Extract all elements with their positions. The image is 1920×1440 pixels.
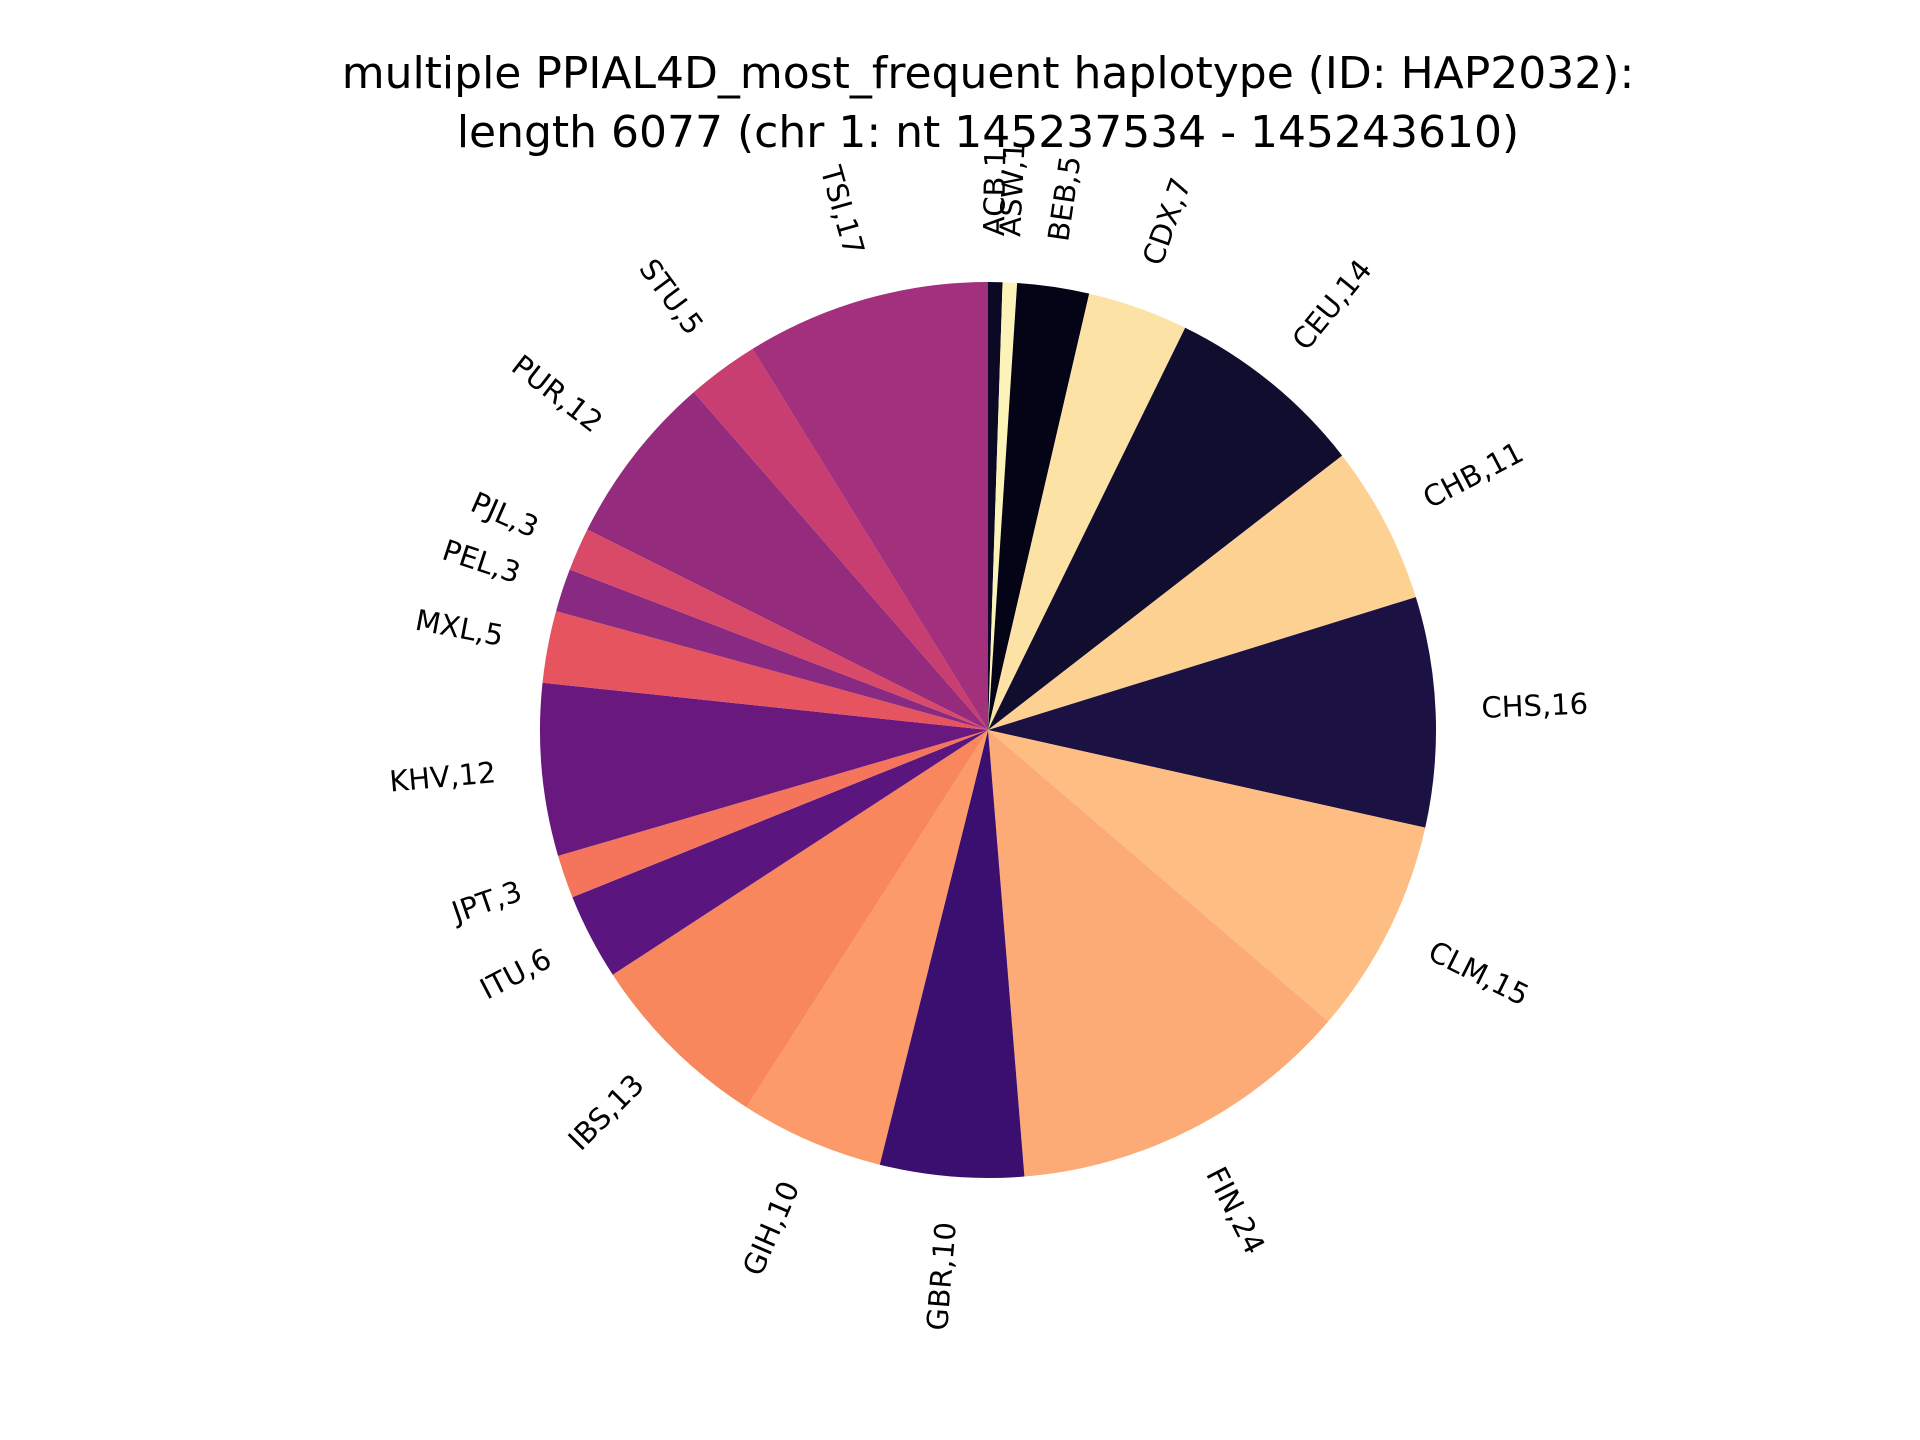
slice-label-gbr: GBR,10 xyxy=(920,1221,963,1332)
pie-slice-ceu xyxy=(988,327,1343,730)
pie-slice-stu xyxy=(693,348,988,730)
slice-label-pur: PUR,12 xyxy=(505,348,609,439)
slice-label-itu: ITU,6 xyxy=(474,941,556,1006)
pie-slice-cdx xyxy=(988,293,1186,730)
slice-label-khv: KHV,12 xyxy=(388,755,497,798)
pie-slice-pel xyxy=(556,569,988,730)
pie-slice-jpt xyxy=(558,730,988,898)
slice-label-chb: CHB,11 xyxy=(1417,435,1529,515)
slice-label-pel: PEL,3 xyxy=(438,533,524,590)
pie-slice-tsi xyxy=(752,282,988,730)
pie-slice-pjl xyxy=(569,529,988,730)
chart-title-line-1: multiple PPIAL4D_most_frequent haplotype… xyxy=(342,48,1635,99)
slice-label-fin: FIN,24 xyxy=(1199,1161,1272,1259)
slice-label-chs: CHS,16 xyxy=(1481,687,1589,725)
slice-label-pjl: PJL,3 xyxy=(466,485,544,544)
slice-label-clm: CLM,15 xyxy=(1423,934,1534,1013)
pie-slice-itu xyxy=(572,730,988,975)
pie-slice-chs xyxy=(988,597,1437,828)
slice-label-acb: ACB,1 xyxy=(977,149,1012,237)
pie-slice-beb xyxy=(988,282,1090,730)
pie-slice-fin xyxy=(988,730,1329,1177)
slice-label-beb: BEB,5 xyxy=(1041,154,1087,244)
pie-slice-clm xyxy=(988,730,1426,1022)
pie-slice-gbr xyxy=(879,730,1025,1179)
pie-slice-asw xyxy=(988,282,1018,730)
pie-slice-acb xyxy=(988,282,1003,730)
pie-slice-khv xyxy=(540,682,988,856)
slice-label-mxl: MXL,5 xyxy=(413,603,506,653)
pie-slice-mxl xyxy=(542,611,988,730)
slice-label-stu: STU,5 xyxy=(633,253,711,342)
pie-slice-pur xyxy=(587,392,988,730)
chart-title-line-2: length 6077 (chr 1: nt 145237534 - 14524… xyxy=(457,107,1519,158)
slice-label-gih: GIH,10 xyxy=(736,1176,806,1280)
pie-slices xyxy=(540,282,1437,1179)
pie-slice-ibs xyxy=(612,730,988,1108)
pie-slice-gih xyxy=(746,730,988,1165)
slice-label-cdx: CDX,7 xyxy=(1136,173,1198,269)
slice-label-ibs: IBS,13 xyxy=(561,1067,650,1157)
slice-label-asw: ASW,1 xyxy=(993,141,1032,237)
pie-slice-chb xyxy=(988,455,1416,730)
slice-label-ceu: CEU,14 xyxy=(1285,253,1378,357)
slice-label-tsi: TSI,17 xyxy=(814,161,872,259)
slice-label-jpt: JPT,3 xyxy=(446,874,527,930)
